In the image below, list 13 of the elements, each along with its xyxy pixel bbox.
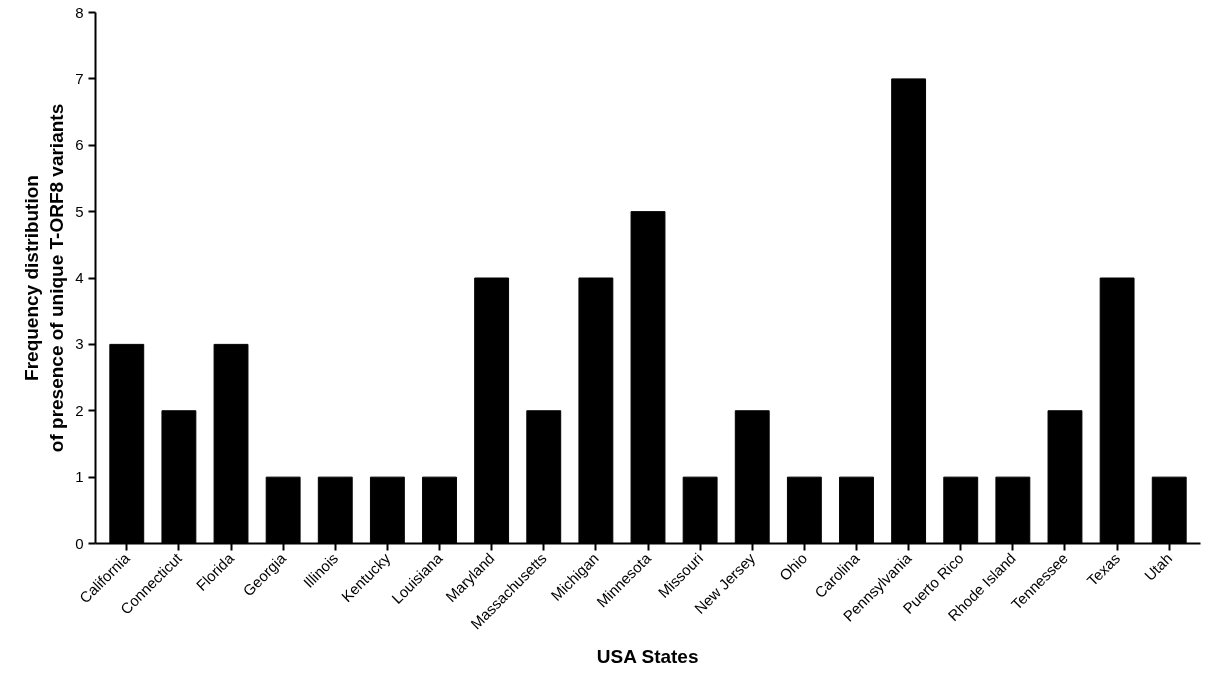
y-tick-label: 4 [75, 269, 84, 286]
x-axis-title: USA States [596, 646, 699, 668]
y-tick-label: 7 [75, 69, 84, 87]
y-tick-label: 5 [75, 202, 84, 220]
y-tick-label: 8 [75, 3, 84, 21]
y-tick-label: 6 [75, 136, 84, 154]
y-tick-label: 3 [75, 335, 84, 353]
y-axis-title: Frequency distribution of presence of unique T-ORF8 variants [20, 103, 68, 453]
y-tick-label: 2 [75, 401, 84, 419]
y-tick-label: 0 [75, 534, 84, 552]
x-tick-label: Ohio [775, 549, 811, 584]
y-tick-label: 1 [75, 468, 84, 486]
x-tick-label: Utah [1140, 549, 1176, 584]
